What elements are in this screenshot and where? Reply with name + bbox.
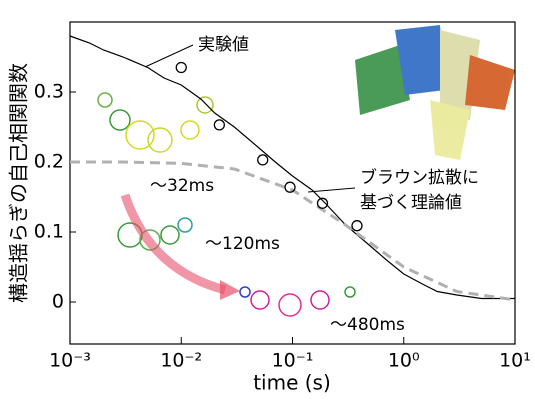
x-tick-label: 10⁻¹ [272,350,314,372]
data-point [316,197,329,209]
x-tick-label: 10⁻² [160,350,202,372]
annotation: ～120ms [205,234,280,254]
experiment-line [69,35,515,300]
y-tick-label: 0.2 [34,151,64,173]
y-axis-label: 構造揺らぎの自己相関関数 [7,63,31,303]
annotation: 実験値 [198,35,249,55]
leader-line [144,44,194,68]
data-point [284,181,296,193]
x-tick-label: 10¹ [499,350,531,372]
data-point [351,220,363,232]
data-point [257,154,269,166]
x-axis-label: time (s) [253,371,331,395]
x-tick-label: 10⁻³ [49,350,91,372]
annotation: ～32ms [150,176,214,196]
y-tick-label: 0.3 [34,81,64,103]
theory-line [70,160,516,302]
decoration [97,25,515,317]
annotation: ～480ms [330,315,405,335]
data-point [175,61,187,74]
y-tick-label: 0 [52,291,64,313]
leader-line [307,187,356,193]
annotation: ブラウン拡散に [360,167,479,188]
x-tick-label: 10⁰ [388,350,420,372]
data-point [213,119,225,131]
annotation: 基づく理論値 [360,193,462,213]
y-tick-label: 0.1 [34,221,64,243]
